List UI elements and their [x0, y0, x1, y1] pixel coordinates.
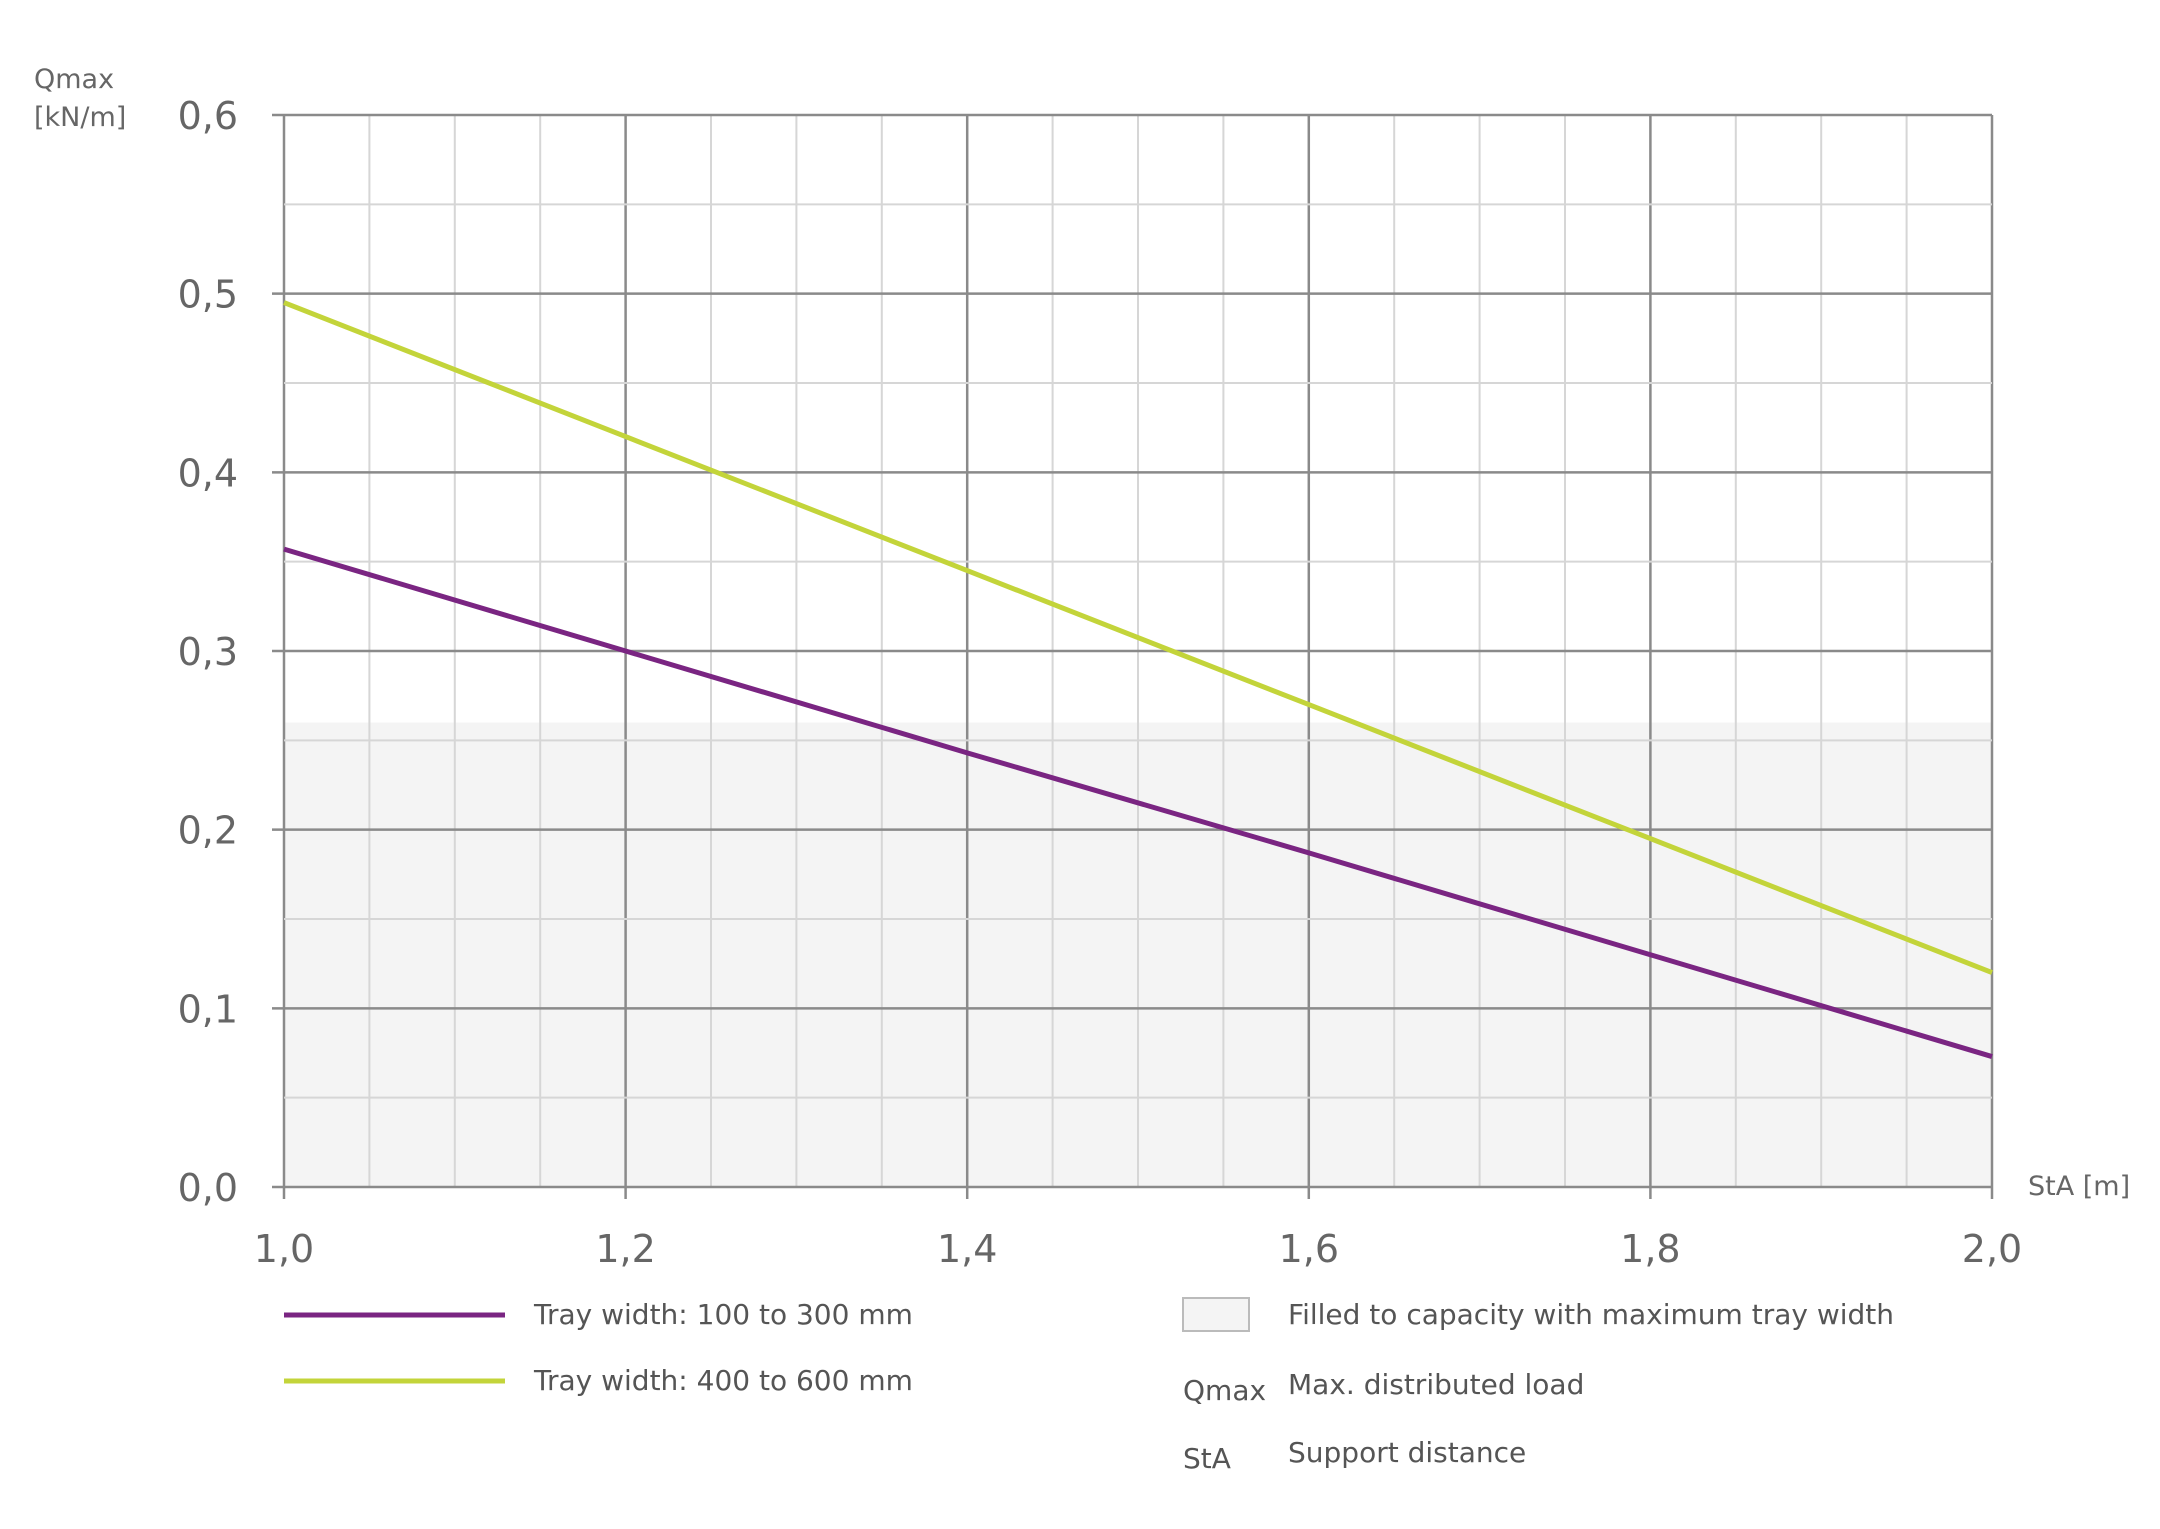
grid	[272, 113, 1994, 1199]
legend-label-series-1: Tray width: 100 to 300 mm	[533, 1298, 913, 1331]
legend: Tray width: 100 to 300 mm Tray width: 40…	[284, 1297, 1894, 1475]
series-line-1	[283, 546, 1993, 1059]
x-tick-label: 2,0	[1962, 1227, 2022, 1271]
y-axis-unit: [kN/m]	[34, 102, 126, 133]
y-tick-label: 0,5	[178, 273, 238, 317]
abbr-qmax: Qmax	[1183, 1374, 1266, 1407]
y-tick-label: 0,2	[178, 809, 238, 853]
legend-label-shaded: Filled to capacity with maximum tray wid…	[1288, 1298, 1894, 1331]
abbr-sta-meaning: Support distance	[1288, 1436, 1526, 1469]
tick-labels: 1,0 1,2 1,4 1,6 1,8 2,0 0,0 0,1 0,2 0,3 0,4 0,5 0,6	[178, 94, 2023, 1271]
y-tick-label: 0,6	[178, 94, 238, 138]
series-lines	[283, 300, 1993, 1059]
x-axis-label: StA [m]	[2028, 1171, 2130, 1202]
legend-label-series-2: Tray width: 400 to 600 mm	[533, 1364, 913, 1397]
x-tick-label: 1,0	[254, 1227, 314, 1271]
y-tick-label: 0,3	[178, 630, 238, 674]
x-tick-label: 1,2	[595, 1227, 655, 1271]
y-axis-label: Qmax	[34, 64, 114, 95]
x-tick-label: 1,8	[1620, 1227, 1680, 1271]
abbr-sta: StA	[1183, 1442, 1231, 1475]
y-tick-label: 0,1	[178, 987, 238, 1031]
abbr-qmax-meaning: Max. distributed load	[1288, 1368, 1584, 1401]
x-tick-label: 1,6	[1279, 1227, 1339, 1271]
y-tick-label: 0,0	[178, 1166, 238, 1210]
series-line-2	[283, 300, 1993, 975]
x-tick-label: 1,4	[937, 1227, 997, 1271]
legend-swatch-shaded	[1182, 1297, 1250, 1332]
y-tick-label: 0,4	[178, 451, 238, 495]
